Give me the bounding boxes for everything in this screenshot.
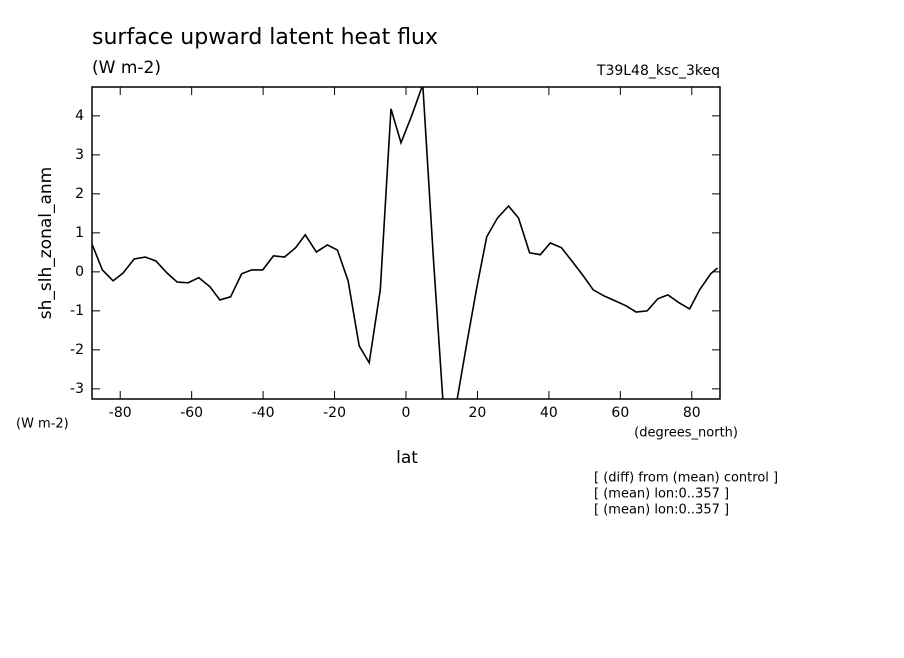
run-label: T39L48_ksc_3keq: [596, 63, 720, 79]
annotation: [ (diff) from (mean) control ]: [594, 471, 778, 486]
x-units: (degrees_north): [634, 426, 738, 441]
x-tick-label: -80: [109, 405, 132, 421]
y-axis-label: sh_slh_zonal_anm: [36, 167, 56, 319]
x-tick-label: -40: [252, 405, 275, 421]
y-tick-label: -1: [70, 303, 84, 319]
x-tick-label: -60: [180, 405, 203, 421]
subtitle: (W m-2): [92, 58, 161, 78]
annotation: [ (mean) lon:0..357 ]: [594, 487, 729, 502]
y-tick-label: 4: [75, 108, 84, 124]
x-tick-label: 60: [611, 405, 629, 421]
y-units: (W m-2): [16, 417, 69, 432]
x-tick-label: 0: [402, 405, 411, 421]
plot-frame: [91, 86, 721, 400]
y-tick-label: -2: [70, 342, 84, 358]
y-tick-label: -3: [70, 381, 84, 397]
x-tick-label: 20: [469, 405, 487, 421]
y-tick-label: 2: [75, 186, 84, 202]
x-tick-label: 80: [683, 405, 701, 421]
y-tick-label: 0: [75, 264, 84, 280]
x-tick-label: 40: [540, 405, 558, 421]
y-tick-label: 3: [75, 147, 84, 163]
x-tick-label: -20: [323, 405, 346, 421]
chart-title: surface upward latent heat flux: [92, 25, 438, 50]
x-axis-label: lat: [396, 448, 418, 468]
y-tick-label: 1: [75, 225, 84, 241]
annotation: [ (mean) lon:0..357 ]: [594, 503, 729, 518]
data-line: [92, 87, 719, 399]
